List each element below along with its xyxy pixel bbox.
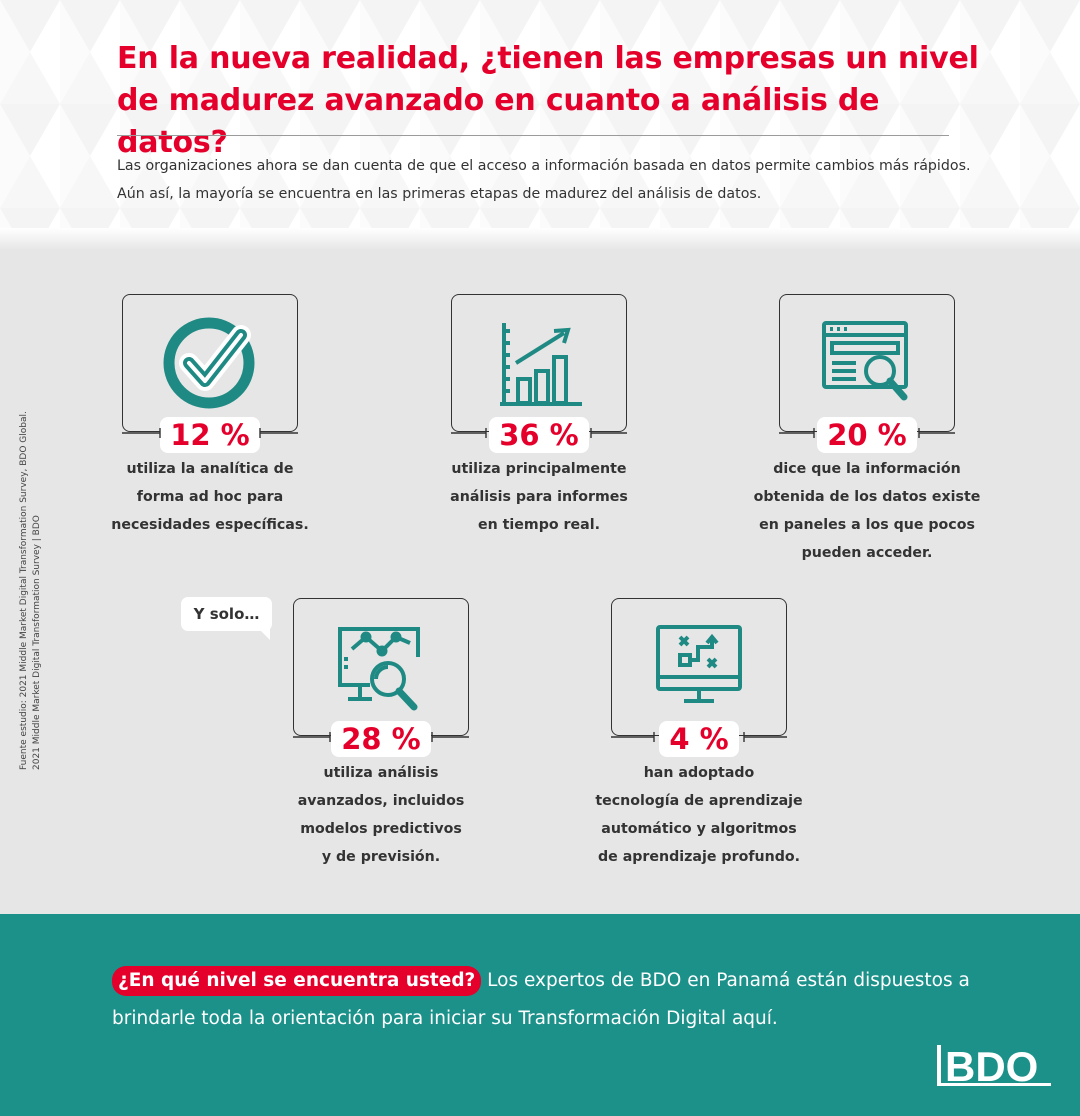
- percent-label-4: 28 %: [293, 721, 469, 757]
- description-line: obtenida de los datos existe: [753, 489, 981, 505]
- footer-line-1: ¿En qué nivel se encuentra usted? Los ex…: [112, 962, 972, 1000]
- stat-description-5: han adoptado tecnología de aprendizaje a…: [569, 759, 829, 871]
- description-line: tecnología de aprendizaje: [595, 793, 803, 809]
- monitor-analytics-icon: [338, 627, 420, 711]
- description-line: pueden acceder.: [801, 545, 933, 561]
- description-line: de aprendizaje profundo.: [597, 849, 800, 865]
- percent-value: 36 %: [489, 417, 589, 453]
- page-title: En la nueva realidad, ¿tienen las empres…: [117, 41, 979, 160]
- description-line: han adoptado: [643, 765, 755, 781]
- stat-description-3: dice que la información obtenida de los …: [737, 455, 997, 567]
- speech-bubble: Y solo…: [181, 597, 272, 631]
- stat-card-2: [451, 294, 627, 432]
- percent-value: 28 %: [331, 721, 431, 757]
- stat-card-4: [293, 598, 469, 736]
- percent-label-2: 36 %: [451, 417, 627, 453]
- footer-line-2: brindarle toda la orientación para inici…: [112, 1008, 778, 1029]
- description-line: avanzados, incluidos: [297, 793, 465, 809]
- description-line: automático y algoritmos: [601, 821, 797, 837]
- bar-chart-growth-icon: [500, 323, 582, 406]
- triangle-pattern-background: [0, 0, 1080, 240]
- stat-card-3: [779, 294, 955, 432]
- description-line: dice que la información: [773, 461, 961, 477]
- speech-bubble-tail: [258, 628, 270, 640]
- title-divider: [117, 135, 949, 136]
- percent-label-3: 20 %: [779, 417, 955, 453]
- footer-text: ¿En qué nivel se encuentra usted? Los ex…: [112, 962, 972, 1038]
- stat-description-1: utiliza la analítica de forma ad hoc par…: [90, 455, 330, 539]
- percent-value: 4 %: [659, 721, 739, 757]
- header-shadow: [0, 228, 1080, 250]
- stat-description-4: utiliza análisis avanzados, incluidos mo…: [261, 759, 501, 871]
- source-line: 2021 Middle Market Digital Transformatio…: [32, 515, 42, 770]
- description-line: forma ad hoc para: [136, 489, 284, 505]
- stat-card-1: [122, 294, 298, 432]
- description-line: en tiempo real.: [477, 517, 600, 533]
- intro-line: Las organizaciones ahora se dan cuenta d…: [117, 158, 971, 174]
- header: En la nueva realidad, ¿tienen las empres…: [0, 0, 1080, 240]
- checkmark-circle-icon: [163, 317, 255, 409]
- description-line: utiliza la analítica de: [126, 461, 294, 477]
- monitor-algorithm-icon: [656, 625, 742, 703]
- footer-text-segment: Los expertos de BDO en Panamá están disp…: [481, 970, 970, 991]
- description-line: modelos predictivos: [300, 821, 462, 837]
- bdo-logo: BDO: [937, 1043, 1051, 1089]
- dashboard-magnifier-icon: [822, 321, 908, 401]
- source-line: Fuente estudio: 2021 Middle Market Digit…: [19, 411, 29, 770]
- intro-line: Aún así, la mayoría se encuentra en las …: [117, 186, 762, 202]
- source-note: Fuente estudio: 2021 Middle Market Digit…: [18, 390, 48, 770]
- description-line: y de previsión.: [321, 849, 441, 865]
- stat-card-5: [611, 598, 787, 736]
- footer-cta-section: ¿En qué nivel se encuentra usted? Los ex…: [0, 914, 1080, 1116]
- description-line: análisis para informes: [450, 489, 628, 505]
- stat-description-2: utiliza principalmente análisis para inf…: [419, 455, 659, 539]
- cta-badge[interactable]: ¿En qué nivel se encuentra usted?: [112, 966, 482, 996]
- description-line: en paneles a los que pocos: [759, 517, 975, 533]
- svg-text:BDO: BDO: [945, 1043, 1038, 1089]
- intro-text: Las organizaciones ahora se dan cuenta d…: [117, 152, 997, 208]
- percent-label-5: 4 %: [611, 721, 787, 757]
- description-line: necesidades específicas.: [111, 517, 309, 533]
- percent-value: 20 %: [817, 417, 917, 453]
- percent-label-1: 12 %: [122, 417, 298, 453]
- description-line: utiliza principalmente: [451, 461, 627, 477]
- percent-value: 12 %: [160, 417, 260, 453]
- description-line: utiliza análisis: [323, 765, 439, 781]
